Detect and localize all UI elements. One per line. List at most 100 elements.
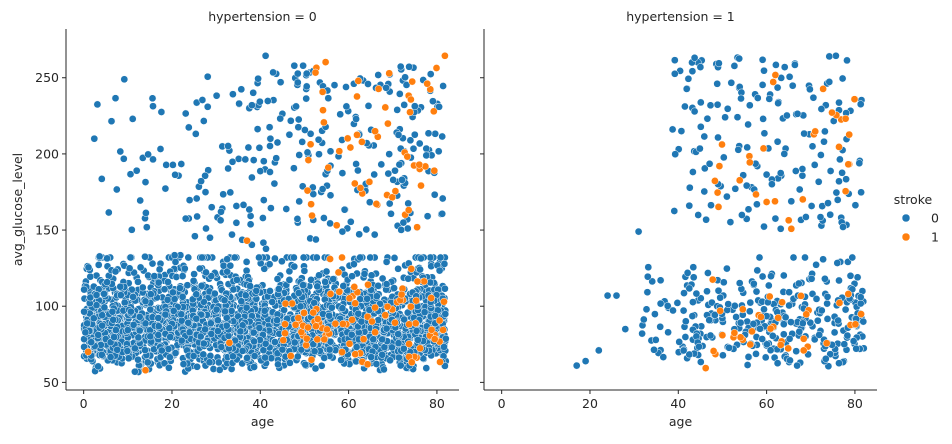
data-point	[196, 332, 205, 341]
data-point	[689, 263, 698, 272]
data-point	[309, 308, 318, 317]
data-point	[809, 93, 818, 102]
data-point	[113, 345, 122, 354]
data-point	[191, 232, 199, 241]
data-point	[394, 264, 402, 273]
data-point	[367, 353, 375, 361]
data-point	[222, 313, 231, 322]
data-point	[799, 334, 808, 343]
data-point	[364, 102, 373, 110]
data-point	[219, 261, 228, 270]
data-point	[385, 69, 394, 78]
data-point	[157, 346, 166, 355]
data-point	[784, 216, 793, 225]
data-point	[441, 334, 450, 343]
data-point	[690, 53, 699, 62]
data-point	[319, 106, 327, 115]
data-point	[696, 294, 705, 303]
data-point	[321, 278, 330, 286]
data-point	[388, 343, 396, 352]
data-point	[310, 347, 319, 356]
data-point	[142, 209, 150, 217]
data-point	[235, 99, 243, 108]
data-point	[764, 281, 773, 290]
data-point	[787, 224, 796, 233]
data-point	[416, 344, 424, 353]
data-point	[696, 63, 705, 71]
data-point	[141, 346, 149, 354]
data-point	[195, 264, 204, 273]
legend-marker-0	[901, 213, 911, 223]
data-point	[193, 362, 201, 371]
data-point	[372, 360, 381, 368]
data-point	[845, 130, 854, 139]
data-point	[802, 310, 811, 319]
data-point	[178, 272, 187, 280]
x-axis-label: age	[251, 414, 275, 429]
data-point	[324, 94, 333, 103]
data-point	[351, 299, 360, 308]
data-point	[199, 350, 208, 359]
data-point	[320, 335, 329, 344]
data-point	[98, 311, 107, 320]
data-point	[307, 200, 315, 209]
data-point	[648, 277, 657, 286]
data-point	[126, 253, 135, 262]
data-point	[696, 358, 705, 366]
data-point	[288, 299, 296, 308]
data-point	[714, 286, 723, 295]
data-point	[109, 315, 118, 324]
data-point	[171, 349, 180, 357]
data-point	[134, 333, 143, 342]
data-point	[745, 307, 754, 316]
data-point	[733, 113, 742, 122]
data-point	[663, 302, 672, 310]
data-point	[135, 326, 144, 335]
data-point	[748, 327, 756, 336]
data-point	[761, 353, 770, 362]
data-point	[294, 314, 303, 322]
data-point	[335, 287, 344, 296]
data-point	[116, 291, 125, 299]
data-point	[222, 321, 231, 330]
data-point	[776, 224, 785, 233]
data-point	[286, 352, 295, 360]
data-point	[154, 314, 163, 322]
data-point	[689, 273, 698, 282]
data-point	[161, 184, 170, 193]
data-point	[799, 346, 808, 355]
data-point	[129, 293, 137, 301]
data-point	[639, 315, 648, 324]
data-point	[274, 360, 282, 369]
data-point	[228, 230, 236, 239]
data-point	[723, 192, 731, 201]
data-point	[308, 211, 316, 220]
data-point	[360, 270, 369, 278]
data-point	[422, 144, 431, 153]
data-point	[850, 95, 859, 104]
data-point	[267, 204, 275, 212]
data-point	[439, 326, 447, 334]
data-point	[260, 264, 269, 273]
data-point	[261, 51, 270, 60]
data-point	[313, 282, 322, 291]
data-point	[271, 338, 279, 346]
data-point	[696, 98, 705, 107]
data-point	[792, 347, 801, 356]
data-point	[808, 142, 817, 151]
data-point	[430, 190, 439, 199]
data-point	[716, 293, 725, 302]
data-point	[813, 316, 822, 325]
data-point	[323, 325, 331, 334]
data-point	[760, 129, 769, 138]
data-point	[695, 342, 703, 351]
data-point	[785, 301, 793, 310]
data-point	[265, 123, 274, 132]
data-point	[215, 366, 224, 374]
data-point	[281, 299, 290, 308]
legend-marker-1	[901, 232, 911, 242]
data-point	[737, 94, 745, 103]
data-point	[746, 298, 755, 307]
data-point	[758, 335, 767, 343]
data-point	[279, 336, 288, 345]
